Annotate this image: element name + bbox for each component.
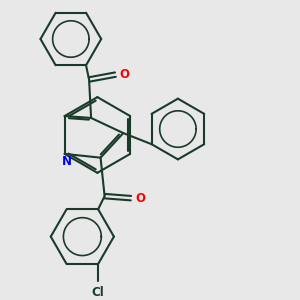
Text: O: O: [135, 192, 145, 205]
Text: O: O: [119, 68, 129, 81]
Text: N: N: [61, 155, 72, 168]
Text: Cl: Cl: [92, 286, 104, 299]
